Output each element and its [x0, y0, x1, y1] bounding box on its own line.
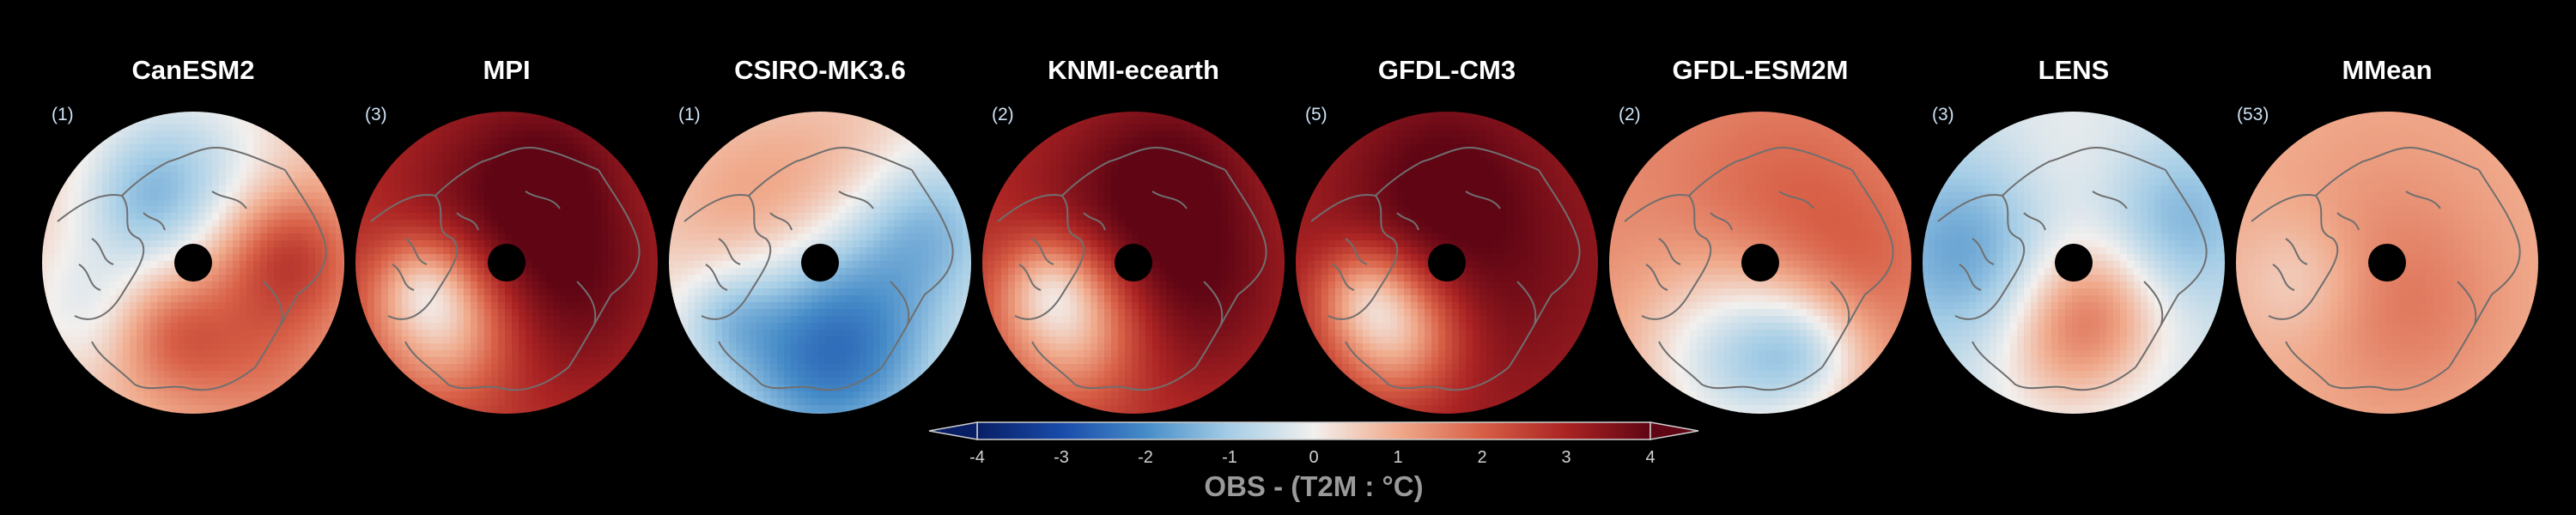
pole-hole	[2368, 244, 2406, 282]
colorbar-extend-low	[928, 421, 978, 440]
colorbar-tick-label: -1	[1222, 448, 1237, 467]
panel-title-gfdl-esm2m: GFDL-ESM2M	[1672, 55, 1849, 85]
panel-title-mpi: MPI	[483, 55, 531, 85]
polar-map-lens	[1923, 112, 2225, 414]
colorbar-tick-label: 0	[1309, 448, 1319, 467]
anomaly-field	[355, 112, 658, 414]
coastline	[1937, 147, 2208, 391]
polar-map-mmean	[2236, 112, 2538, 414]
coastline	[997, 147, 1267, 391]
pole-hole	[1428, 244, 1466, 282]
colorbar-tick-label: 2	[1477, 448, 1487, 467]
panel-count-mpi: (3)	[365, 105, 387, 124]
coastline	[1624, 147, 1894, 391]
panel-title-mmean: MMean	[2342, 55, 2433, 85]
coastline	[2251, 147, 2521, 391]
panel-count-gfdl-cm3: (5)	[1305, 105, 1327, 124]
polar-map-knmi	[982, 112, 1285, 414]
pole-hole	[801, 244, 839, 282]
panel-title-csiro: CSIRO-MK3.6	[734, 55, 906, 85]
colorbar-tick-label: 3	[1561, 448, 1571, 467]
pole-hole	[2055, 244, 2093, 282]
polar-map-mpi	[355, 112, 658, 414]
colorbar-tick-label: -4	[969, 448, 985, 467]
pole-hole	[1741, 244, 1779, 282]
panel-count-gfdl-esm2m: (2)	[1619, 105, 1641, 124]
panel-count-canesm2: (1)	[52, 105, 74, 124]
panel-count-knmi: (2)	[992, 105, 1014, 124]
colorbar-extend-high	[1649, 421, 1699, 440]
polar-map-gfdl-cm3	[1296, 112, 1598, 414]
polar-map-csiro	[669, 112, 971, 414]
colorbar-tick-label: 4	[1645, 448, 1656, 467]
colorbar	[928, 421, 1699, 440]
colorbar-tick-label: 1	[1393, 448, 1403, 467]
panel-title-knmi: KNMI-ecearth	[1048, 55, 1219, 85]
panel-title-lens: LENS	[2038, 55, 2110, 85]
pole-hole	[488, 244, 526, 282]
anomaly-field	[42, 112, 344, 414]
coastline	[57, 147, 327, 391]
panel-count-lens: (3)	[1932, 105, 1954, 124]
coastline	[370, 147, 641, 391]
panel-count-mmean: (53)	[2237, 105, 2269, 124]
panel-count-csiro: (1)	[678, 105, 701, 124]
polar-map-gfdl-esm2m	[1609, 112, 1911, 414]
colorbar-tick-label: -3	[1054, 448, 1069, 467]
colorbar-label: OBS - (T2M : °C)	[1204, 470, 1424, 502]
coastline	[683, 147, 954, 391]
colorbar-tick-label: -2	[1138, 448, 1153, 467]
coastline	[1310, 147, 1581, 391]
panel-title-canesm2: CanESM2	[131, 55, 255, 85]
pole-hole	[1115, 244, 1152, 282]
polar-map-canesm2	[42, 112, 344, 414]
anomaly-field	[982, 112, 1285, 414]
pole-hole	[174, 244, 212, 282]
colorbar-body	[976, 421, 1651, 440]
panel-title-gfdl-cm3: GFDL-CM3	[1377, 55, 1516, 85]
